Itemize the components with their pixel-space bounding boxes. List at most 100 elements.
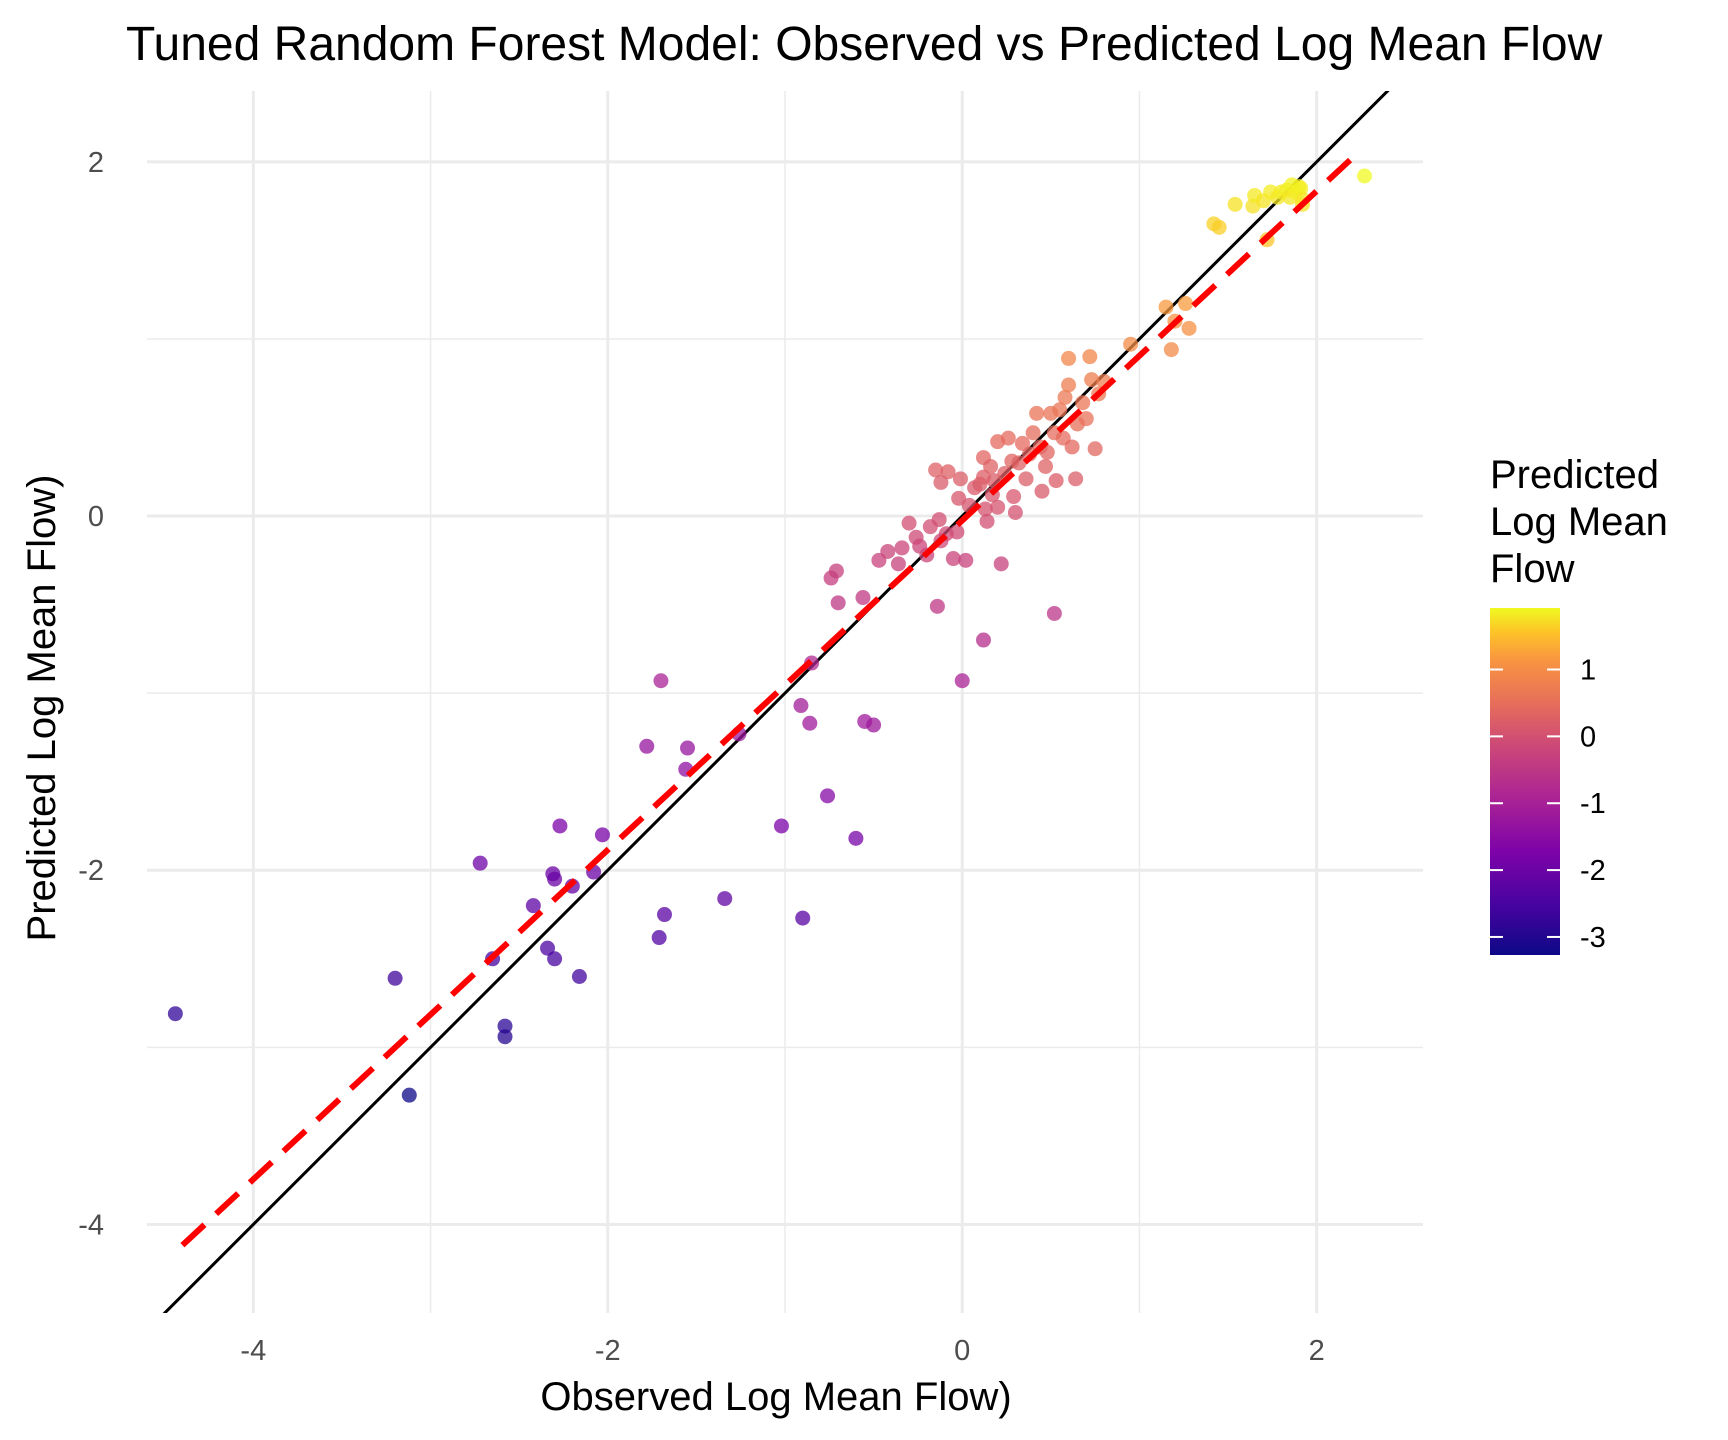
legend-title-line-1: Predicted — [1490, 453, 1659, 497]
data-point — [1007, 505, 1023, 521]
data-point — [571, 969, 587, 985]
data-point — [680, 740, 696, 756]
data-point — [773, 818, 789, 834]
data-point — [990, 499, 1006, 515]
data-point — [1123, 336, 1139, 352]
data-point — [1034, 483, 1050, 499]
data-point — [1211, 219, 1227, 235]
data-point — [954, 673, 970, 689]
fit-line — [180, 155, 1355, 1248]
data-point — [1227, 196, 1243, 212]
colorbar-tick-label: -2 — [1580, 855, 1606, 887]
data-point — [975, 632, 991, 648]
data-point — [1018, 471, 1034, 487]
data-point — [1025, 425, 1041, 441]
data-point — [952, 471, 968, 487]
lines — [162, 91, 1390, 1313]
data-point — [1061, 350, 1077, 366]
colorbar — [1490, 608, 1560, 955]
data-point — [1011, 455, 1027, 471]
chart-title: Tuned Random Forest Model: Observed vs P… — [126, 18, 1603, 71]
colorbar-tick-label: 1 — [1580, 655, 1596, 687]
colorbar-tick-label: 0 — [1580, 721, 1596, 753]
data-point — [830, 595, 846, 611]
data-point — [1057, 389, 1073, 405]
data-point — [387, 970, 403, 986]
data-point — [651, 930, 667, 946]
axis-tick-labels: -4 -2 0 2 -4 -2 0 2 — [78, 147, 1325, 1367]
data-point — [653, 673, 669, 689]
data-point — [547, 951, 563, 967]
data-point — [1014, 435, 1030, 451]
data-point — [1029, 405, 1045, 421]
data-point — [1078, 411, 1094, 427]
y-tick-label: 2 — [88, 147, 104, 179]
data-point — [1061, 377, 1077, 393]
colorbar-ticks: 1 0 -1 -2 -3 — [1490, 655, 1606, 954]
data-point — [472, 855, 488, 871]
data-point — [1000, 430, 1016, 446]
data-point — [866, 717, 882, 733]
data-point — [167, 1006, 183, 1022]
data-point — [940, 464, 956, 480]
data-point — [949, 524, 965, 540]
data-point — [977, 501, 993, 517]
data-point — [547, 871, 563, 887]
data-point — [828, 563, 844, 579]
data-point — [1158, 299, 1174, 315]
data-point — [958, 552, 974, 568]
data-point — [1006, 489, 1022, 505]
data-point — [793, 698, 809, 714]
data-point — [929, 598, 945, 614]
data-point — [1178, 296, 1194, 312]
data-points — [167, 155, 1373, 1248]
data-point — [594, 827, 610, 843]
data-point — [880, 543, 896, 559]
data-point — [656, 907, 672, 923]
data-point — [1357, 168, 1373, 184]
data-point — [945, 551, 961, 567]
x-tick-label: -4 — [240, 1335, 266, 1367]
legend-title-line-2: Log Mean — [1490, 500, 1668, 544]
grid — [147, 91, 1423, 1313]
data-point — [1052, 402, 1068, 418]
y-tick-label: 0 — [88, 501, 104, 533]
y-axis-title: Predicted Log Mean Flow) — [20, 475, 64, 942]
data-point — [1068, 471, 1084, 487]
data-point — [525, 898, 541, 914]
data-point — [993, 556, 1009, 572]
data-point — [540, 940, 556, 956]
data-point — [820, 788, 836, 804]
data-point — [979, 513, 995, 529]
y-tick-label: -4 — [78, 1209, 104, 1241]
y-tick-label: -2 — [78, 855, 104, 887]
color-legend: Predicted Log Mean Flow 1 0 -1 -2 -3 — [1490, 453, 1668, 955]
data-point — [1163, 342, 1179, 358]
data-point — [802, 715, 818, 731]
data-point — [795, 910, 811, 926]
data-point — [552, 818, 568, 834]
data-point — [639, 738, 655, 754]
data-point — [1075, 395, 1091, 411]
data-point — [1048, 473, 1064, 489]
colorbar-tick-label: -3 — [1580, 922, 1606, 954]
data-point — [951, 490, 967, 506]
data-point — [1181, 320, 1197, 336]
data-point — [1087, 441, 1103, 457]
data-point — [1082, 349, 1098, 365]
data-point — [1084, 372, 1100, 388]
x-tick-label: 0 — [954, 1335, 970, 1367]
data-point — [1064, 439, 1080, 455]
data-point — [931, 512, 947, 528]
data-point — [848, 830, 864, 846]
colorbar-tick-label: -1 — [1580, 788, 1606, 820]
data-point — [890, 556, 906, 572]
x-tick-label: -2 — [595, 1335, 621, 1367]
data-point — [855, 590, 871, 606]
data-point — [1046, 605, 1062, 621]
data-point — [983, 458, 999, 474]
data-point — [401, 1087, 417, 1103]
data-point — [901, 515, 917, 531]
data-point — [717, 891, 733, 907]
